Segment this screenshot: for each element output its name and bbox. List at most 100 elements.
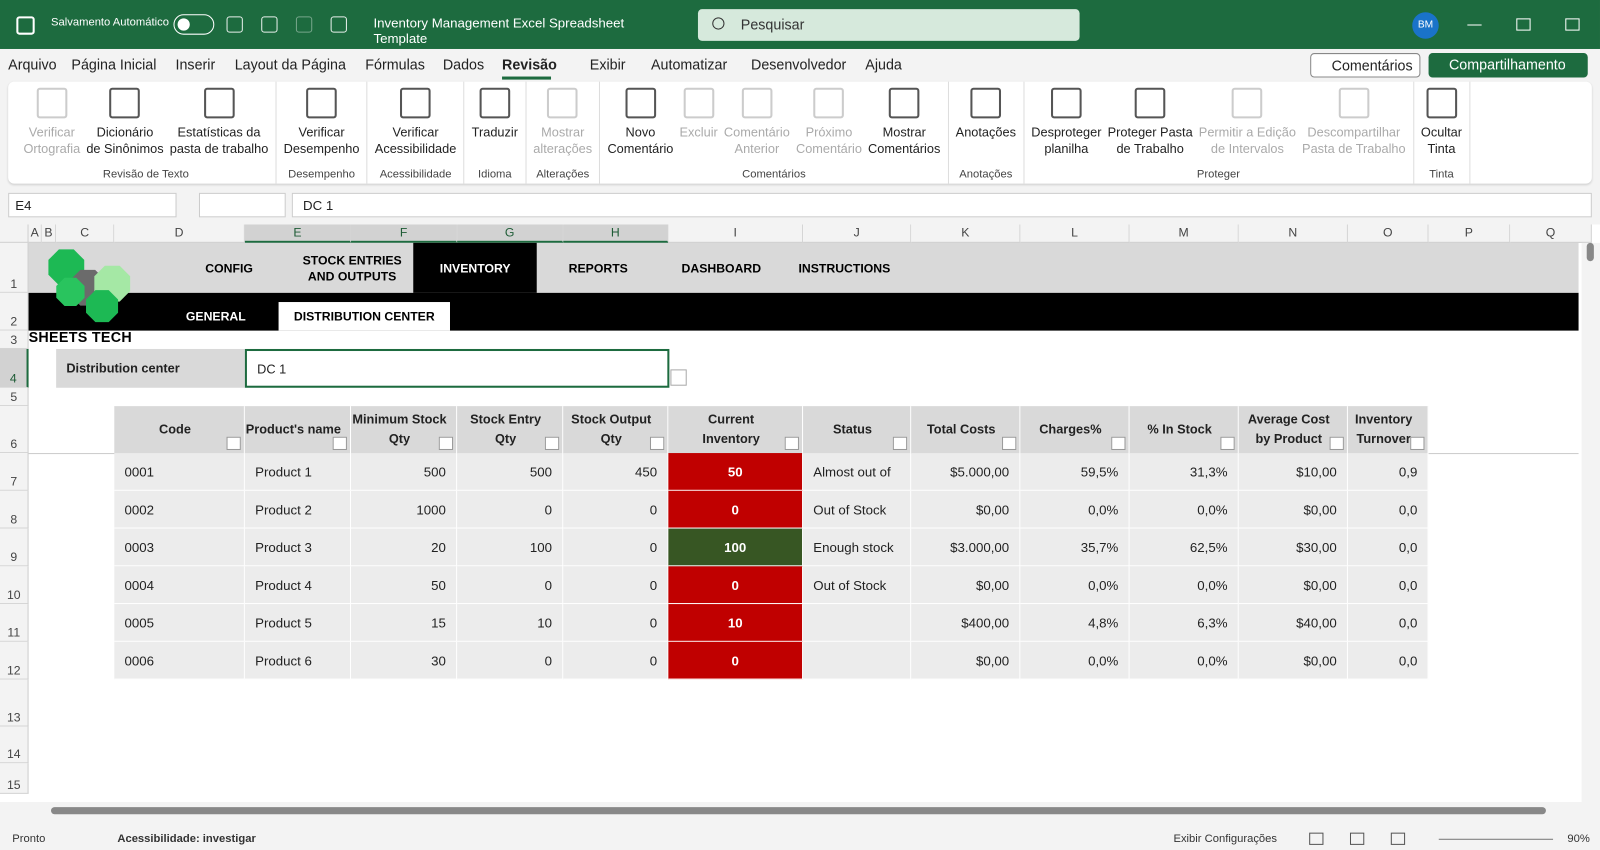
- row-header[interactable]: 6: [0, 406, 29, 454]
- status-display-settings[interactable]: Exibir Configurações: [1173, 832, 1278, 845]
- row-header[interactable]: 15: [0, 763, 29, 794]
- table-cell[interactable]: 0003: [114, 528, 245, 567]
- page-break-view[interactable]: [1390, 832, 1406, 845]
- ribbon-button[interactable]: Mostrar Comentários: [865, 82, 943, 166]
- filter-button[interactable]: [1220, 436, 1235, 450]
- column-header[interactable]: Q: [1510, 224, 1592, 243]
- table-cell[interactable]: 0: [668, 490, 804, 529]
- filter-value[interactable]: DC 1: [244, 348, 670, 388]
- row-header[interactable]: 3: [0, 330, 29, 349]
- normal-view[interactable]: [1309, 832, 1324, 845]
- column-header[interactable]: M: [1129, 224, 1239, 243]
- table-cell[interactable]: 0,0: [1347, 604, 1429, 642]
- table-cell[interactable]: $0,00: [1238, 641, 1348, 680]
- table-cell[interactable]: 10: [457, 604, 564, 642]
- table-cell[interactable]: 0,0: [1347, 528, 1429, 567]
- table-cell[interactable]: $0,00: [911, 566, 1021, 605]
- table-cell[interactable]: 0,0%: [1129, 641, 1239, 680]
- column-header[interactable]: L: [1020, 224, 1130, 243]
- row-header[interactable]: 10: [0, 566, 29, 605]
- table-cell[interactable]: 31,3%: [1129, 453, 1239, 491]
- filter-button[interactable]: [892, 436, 908, 450]
- table-cell[interactable]: 15: [351, 604, 458, 642]
- filter-button[interactable]: [226, 436, 241, 450]
- customize-icon[interactable]: [330, 16, 347, 33]
- filter-button[interactable]: [438, 436, 454, 450]
- menu-tab[interactable]: Arquivo: [8, 56, 57, 73]
- row-header[interactable]: 1: [0, 242, 29, 293]
- ribbon-button[interactable]: Novo Comentário: [604, 82, 676, 166]
- table-cell[interactable]: 0,0%: [1129, 490, 1239, 529]
- avatar[interactable]: BM: [1412, 12, 1439, 39]
- table-cell[interactable]: 0: [563, 641, 669, 680]
- column-header[interactable]: E: [244, 224, 352, 243]
- column-header[interactable]: D: [114, 224, 245, 243]
- table-cell[interactable]: 0: [457, 490, 564, 529]
- table-cell[interactable]: 50: [668, 453, 804, 491]
- nav-tab[interactable]: REPORTS: [568, 260, 628, 275]
- redo-icon[interactable]: [295, 16, 313, 33]
- ribbon-button[interactable]: Verificar Desempenho: [281, 82, 363, 166]
- table-cell[interactable]: 0: [457, 566, 564, 605]
- select-all[interactable]: [0, 224, 29, 243]
- table-cell[interactable]: 0: [457, 641, 564, 680]
- row-header[interactable]: 8: [0, 490, 29, 529]
- column-header[interactable]: B: [41, 224, 57, 243]
- zoom-level[interactable]: 90%: [1567, 832, 1590, 845]
- table-cell[interactable]: 500: [351, 453, 458, 491]
- row-header[interactable]: 11: [0, 604, 29, 642]
- save-icon[interactable]: [226, 16, 243, 33]
- menu-tab[interactable]: Desenvolvedor: [751, 56, 847, 73]
- table-cell[interactable]: 0001: [114, 453, 245, 491]
- table-cell[interactable]: 20: [351, 528, 458, 567]
- table-cell[interactable]: 0,0: [1347, 490, 1429, 529]
- menu-tab[interactable]: Ajuda: [865, 56, 902, 73]
- zoom-slider[interactable]: [1438, 838, 1554, 840]
- ribbon-button[interactable]: Verificar Acessibilidade: [372, 82, 460, 166]
- table-cell[interactable]: 0,0%: [1020, 566, 1130, 605]
- table-cell[interactable]: Product 2: [244, 490, 352, 529]
- table-cell[interactable]: $40,00: [1238, 604, 1348, 642]
- table-cell[interactable]: $10,00: [1238, 453, 1348, 491]
- ribbon-button[interactable]: Traduzir: [469, 82, 521, 166]
- table-cell[interactable]: 0: [668, 641, 804, 680]
- table-cell[interactable]: Enough stock: [803, 528, 912, 567]
- ribbon-button[interactable]: Desproteger planilha: [1028, 82, 1104, 166]
- subnav-tab[interactable]: DISTRIBUTION CENTER: [278, 302, 450, 331]
- ribbon-button[interactable]: Proteger Pasta de Trabalho: [1105, 82, 1196, 166]
- table-cell[interactable]: 0,0: [1347, 566, 1429, 605]
- table-cell[interactable]: $30,00: [1238, 528, 1348, 567]
- table-cell[interactable]: 0002: [114, 490, 245, 529]
- table-cell[interactable]: Almost out of stock: [803, 453, 912, 517]
- column-header[interactable]: J: [803, 224, 912, 243]
- column-header[interactable]: N: [1238, 224, 1348, 243]
- row-header[interactable]: 7: [0, 453, 29, 491]
- table-cell[interactable]: 0004: [114, 566, 245, 605]
- column-header[interactable]: O: [1347, 224, 1429, 243]
- table-cell[interactable]: 100: [668, 528, 804, 567]
- minimize-button[interactable]: [1467, 18, 1482, 26]
- autosave-toggle[interactable]: [173, 14, 215, 35]
- table-cell[interactable]: 6,3%: [1129, 604, 1239, 642]
- table-cell[interactable]: 1000: [351, 490, 458, 529]
- table-cell[interactable]: 62,5%: [1129, 528, 1239, 567]
- table-cell[interactable]: $0,00: [1238, 566, 1348, 605]
- filter-button[interactable]: [1111, 436, 1126, 450]
- menu-tab[interactable]: Inserir: [175, 56, 216, 73]
- status-accessibility[interactable]: Acessibilidade: investigar: [117, 832, 256, 845]
- table-cell[interactable]: 0: [563, 528, 669, 567]
- table-cell[interactable]: 0006: [114, 641, 245, 680]
- formula-input[interactable]: DC 1: [291, 192, 1592, 218]
- table-cell[interactable]: 59,5%: [1020, 453, 1130, 491]
- table-cell[interactable]: 0,0: [1347, 641, 1429, 680]
- column-header[interactable]: F: [351, 224, 458, 243]
- nav-tab[interactable]: STOCK ENTRIES AND OUTPUTS: [302, 252, 402, 284]
- row-header[interactable]: 4: [0, 348, 29, 388]
- ribbon-button[interactable]: Anotações: [953, 82, 1019, 166]
- table-cell[interactable]: Out of Stock: [803, 566, 912, 605]
- ribbon-button[interactable]: Ocultar Tinta: [1418, 82, 1465, 166]
- menu-tab[interactable]: Página Inicial: [71, 56, 157, 73]
- column-header[interactable]: P: [1428, 224, 1511, 243]
- table-cell[interactable]: Product 1: [244, 453, 352, 491]
- table-cell[interactable]: 100: [457, 528, 564, 567]
